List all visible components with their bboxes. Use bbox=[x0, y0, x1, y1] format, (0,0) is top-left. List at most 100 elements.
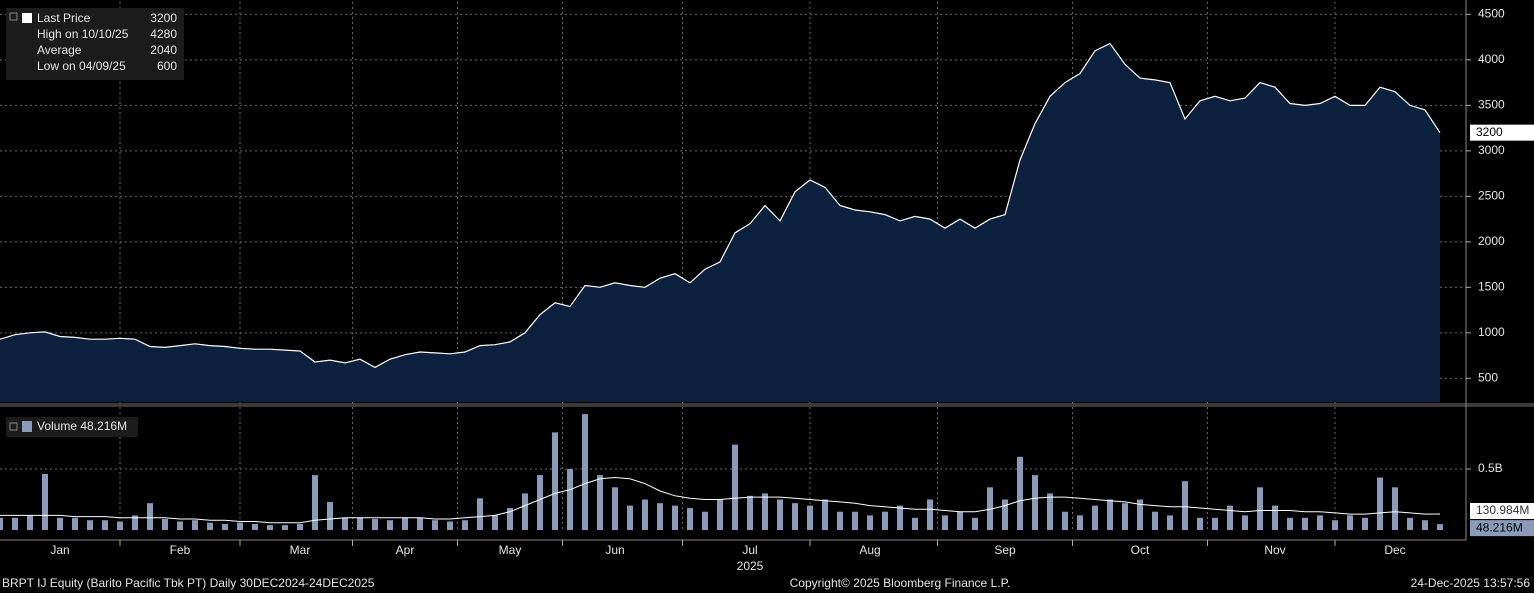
volume-bar bbox=[987, 487, 993, 530]
volume-bar bbox=[447, 521, 453, 530]
panel-divider bbox=[0, 403, 1534, 407]
y-tick-label: 3000 bbox=[1478, 143, 1505, 157]
legend-box bbox=[6, 417, 138, 437]
volume-bar bbox=[207, 522, 213, 530]
legend-label: Low on 04/09/25 bbox=[37, 59, 126, 73]
volume-bar bbox=[1182, 481, 1188, 530]
volume-bar bbox=[12, 517, 18, 530]
volume-bar bbox=[1287, 517, 1293, 530]
legend-label: Average bbox=[37, 43, 82, 57]
volume-bar bbox=[912, 517, 918, 530]
volume-bar bbox=[162, 519, 168, 530]
volume-bar bbox=[87, 520, 93, 530]
last-price-box bbox=[1470, 124, 1534, 141]
volume-bar bbox=[642, 499, 648, 530]
volume-bar bbox=[1272, 505, 1278, 530]
volume-bar bbox=[597, 475, 603, 530]
volume-bar bbox=[897, 505, 903, 530]
x-tick-label: Mar bbox=[290, 543, 311, 557]
volume-bar bbox=[1257, 487, 1263, 530]
volume-bar bbox=[492, 515, 498, 530]
volume-bar bbox=[732, 444, 738, 530]
volume-bar bbox=[927, 499, 933, 530]
volume-bar bbox=[342, 517, 348, 530]
volume-bar bbox=[0, 517, 3, 530]
volume-bar bbox=[27, 515, 33, 530]
volume-bar bbox=[462, 520, 468, 530]
last-value-label: 130.984M bbox=[1476, 503, 1529, 517]
volume-bar bbox=[72, 517, 78, 530]
volume-bar bbox=[957, 511, 963, 530]
volume-bar bbox=[1002, 499, 1008, 530]
x-axis-label: 2025 bbox=[737, 559, 764, 573]
volume-bar bbox=[102, 520, 108, 530]
volume-bar bbox=[147, 503, 153, 530]
legend-value: 600 bbox=[157, 59, 177, 73]
volume-bar bbox=[582, 414, 588, 530]
volume-bar bbox=[1422, 520, 1428, 530]
last-value-box bbox=[1470, 503, 1534, 520]
volume-bar bbox=[1227, 505, 1233, 530]
x-tick-label: Jul bbox=[742, 543, 757, 557]
volume-bar bbox=[477, 498, 483, 530]
y-tick-label: 3500 bbox=[1478, 98, 1505, 112]
volume-bar bbox=[237, 522, 243, 530]
volume-bar bbox=[687, 508, 693, 530]
volume-average-line bbox=[0, 476, 1441, 524]
volume-bar bbox=[1032, 475, 1038, 530]
volume-bar bbox=[747, 495, 753, 530]
volume-bar bbox=[507, 508, 513, 530]
volume-bar bbox=[1302, 517, 1308, 530]
x-tick-label: Jan bbox=[50, 543, 69, 557]
volume-bar bbox=[657, 503, 663, 530]
price-area bbox=[0, 43, 1440, 402]
legend-value: 4280 bbox=[150, 27, 177, 41]
legend-swatch bbox=[22, 421, 32, 432]
y-tick-label: 0.5B bbox=[1478, 461, 1503, 475]
x-tick-label: May bbox=[499, 543, 522, 557]
volume-bar bbox=[672, 505, 678, 530]
volume-bar bbox=[282, 525, 288, 530]
volume-bar bbox=[1407, 517, 1413, 530]
volume-bar bbox=[972, 517, 978, 530]
volume-bar bbox=[1347, 515, 1353, 530]
volume-bar bbox=[1332, 520, 1338, 530]
x-tick-label: Jun bbox=[605, 543, 624, 557]
volume-bar bbox=[1017, 456, 1023, 530]
last-value-box bbox=[1470, 520, 1534, 537]
legend-toggle bbox=[9, 12, 18, 21]
volume-bar bbox=[807, 505, 813, 530]
volume-bar bbox=[762, 493, 768, 530]
legend-toggle bbox=[9, 422, 18, 431]
volume-bar bbox=[1152, 511, 1158, 530]
volume-bar bbox=[252, 523, 258, 530]
y-tick-label: 4000 bbox=[1478, 52, 1505, 66]
volume-bar bbox=[1317, 515, 1323, 530]
volume-bar bbox=[1122, 503, 1128, 530]
legend-label: Last Price bbox=[37, 11, 91, 25]
footer-right: 24-Dec-2025 13:57:56 bbox=[1411, 576, 1531, 590]
legend-value: 48.216M bbox=[80, 419, 127, 433]
volume-bar bbox=[177, 521, 183, 530]
volume-bar bbox=[792, 503, 798, 530]
legend-name: Volume bbox=[37, 419, 77, 433]
volume-bar bbox=[1077, 515, 1083, 530]
volume-bar bbox=[372, 519, 378, 530]
y-tick-label: 500 bbox=[1478, 371, 1498, 385]
volume-bar bbox=[1362, 517, 1368, 530]
y-tick-label: 4500 bbox=[1478, 7, 1505, 21]
volume-bar bbox=[42, 473, 48, 530]
volume-bar bbox=[837, 511, 843, 530]
volume-bar bbox=[1242, 515, 1248, 530]
volume-bar bbox=[777, 499, 783, 530]
volume-bar bbox=[627, 505, 633, 530]
volume-bar bbox=[1092, 505, 1098, 530]
volume-bar bbox=[537, 475, 543, 530]
legend-box bbox=[6, 8, 184, 80]
x-tick-label: Feb bbox=[170, 543, 191, 557]
volume-bar bbox=[297, 523, 303, 530]
x-tick-label: Sep bbox=[994, 543, 1016, 557]
y-tick-label: 1500 bbox=[1478, 280, 1505, 294]
volume-bar bbox=[702, 511, 708, 530]
